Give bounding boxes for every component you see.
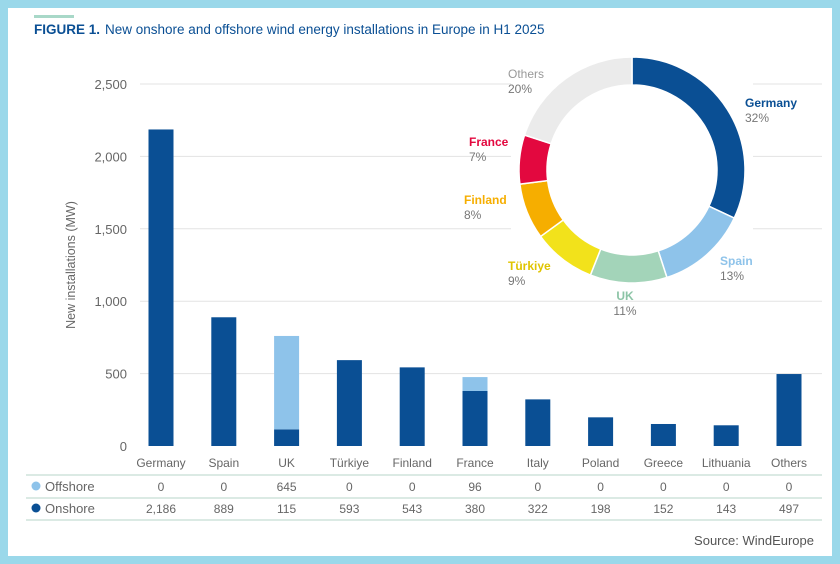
table-cell: 0 xyxy=(597,480,604,494)
onshore-legend-marker xyxy=(31,503,41,513)
donut-label-name: France xyxy=(469,135,509,149)
donut-label-name: Spain xyxy=(720,254,753,268)
table-cell: 2,186 xyxy=(146,502,176,516)
bar-onshore-italy xyxy=(525,399,551,446)
bar-onshore-germany xyxy=(148,129,174,446)
table-cell: 593 xyxy=(339,502,359,516)
bar-onshore-finland xyxy=(399,367,425,446)
y-tick-label: 2,500 xyxy=(94,77,127,92)
y-tick-label: 1,500 xyxy=(94,222,127,237)
x-tick-label: Greece xyxy=(644,456,684,470)
x-tick-label: France xyxy=(456,456,494,470)
table-cell: 0 xyxy=(158,480,165,494)
bar-onshore-poland xyxy=(588,417,614,446)
bar-onshore-uk xyxy=(274,429,300,446)
table-cell: 497 xyxy=(779,502,799,516)
figure-title: FIGURE 1. New onshore and offshore wind e… xyxy=(34,22,545,37)
x-tick-label: Poland xyxy=(582,456,619,470)
table-cell: 0 xyxy=(346,480,353,494)
figure-title-text: New onshore and offshore wind energy ins… xyxy=(105,22,545,37)
offshore-row-label: Offshore xyxy=(45,479,95,494)
source-note: Source: WindEurope xyxy=(694,533,814,548)
donut-label-name: Others xyxy=(508,67,544,81)
table-cell: 0 xyxy=(409,480,416,494)
x-tick-label: Spain xyxy=(208,456,239,470)
table-cell: 0 xyxy=(660,480,667,494)
table-cell: 0 xyxy=(786,480,793,494)
offshore-legend-marker xyxy=(31,481,41,491)
bar-offshore-uk xyxy=(274,335,300,430)
x-tick-label: Türkiye xyxy=(330,456,370,470)
bar-onshore-greece xyxy=(650,423,676,446)
donut-label-name: Finland xyxy=(464,193,507,207)
table-cell: 143 xyxy=(716,502,736,516)
table-cell: 0 xyxy=(534,480,541,494)
donut-label-name: Türkiye xyxy=(508,259,551,273)
donut-label-value: 13% xyxy=(720,269,744,283)
y-axis-label: New installations (MW) xyxy=(64,201,78,329)
x-tick-label: Germany xyxy=(136,456,185,470)
donut-background xyxy=(511,49,753,291)
x-tick-label: Others xyxy=(771,456,807,470)
donut-label-value: 8% xyxy=(464,208,482,222)
bar-onshore-lithuania xyxy=(713,425,739,446)
x-tick-label: UK xyxy=(278,456,295,470)
x-tick-label: Finland xyxy=(393,456,432,470)
table-cell: 152 xyxy=(653,502,673,516)
y-tick-label: 2,000 xyxy=(94,149,127,164)
x-tick-label: Lithuania xyxy=(702,456,751,470)
accent-line xyxy=(34,15,74,18)
y-tick-label: 1,000 xyxy=(94,294,127,309)
donut-label-value: 32% xyxy=(745,111,769,125)
table-cell: 543 xyxy=(402,502,422,516)
donut-label-value: 9% xyxy=(508,274,526,288)
table-cell: 0 xyxy=(220,480,227,494)
y-tick-label: 500 xyxy=(105,367,127,382)
donut-label-name: Germany xyxy=(745,96,797,110)
donut-label-value: 7% xyxy=(469,150,487,164)
table-cell: 380 xyxy=(465,502,485,516)
y-tick-label: 0 xyxy=(120,439,127,454)
table-cell: 645 xyxy=(277,480,297,494)
table-cell: 0 xyxy=(723,480,730,494)
bar-onshore-spain xyxy=(211,317,237,446)
table-cell: 115 xyxy=(277,502,296,516)
bar-onshore-türkiye xyxy=(336,360,362,446)
donut-label-value: 11% xyxy=(613,304,636,318)
donut-slice-others xyxy=(523,56,633,145)
table-cell: 889 xyxy=(214,502,234,516)
table-cell: 198 xyxy=(591,502,611,516)
figure-label: FIGURE 1. xyxy=(34,22,101,37)
table-cell: 322 xyxy=(528,502,548,516)
bar-onshore-others xyxy=(776,374,802,446)
bar-onshore-france xyxy=(462,390,488,446)
bar-offshore-france xyxy=(462,377,488,391)
table-cell: 96 xyxy=(468,480,482,494)
onshore-row-label: Onshore xyxy=(45,501,95,516)
donut-label-name: UK xyxy=(616,289,634,303)
donut-label-value: 20% xyxy=(508,82,532,96)
x-tick-label: Italy xyxy=(527,456,549,470)
